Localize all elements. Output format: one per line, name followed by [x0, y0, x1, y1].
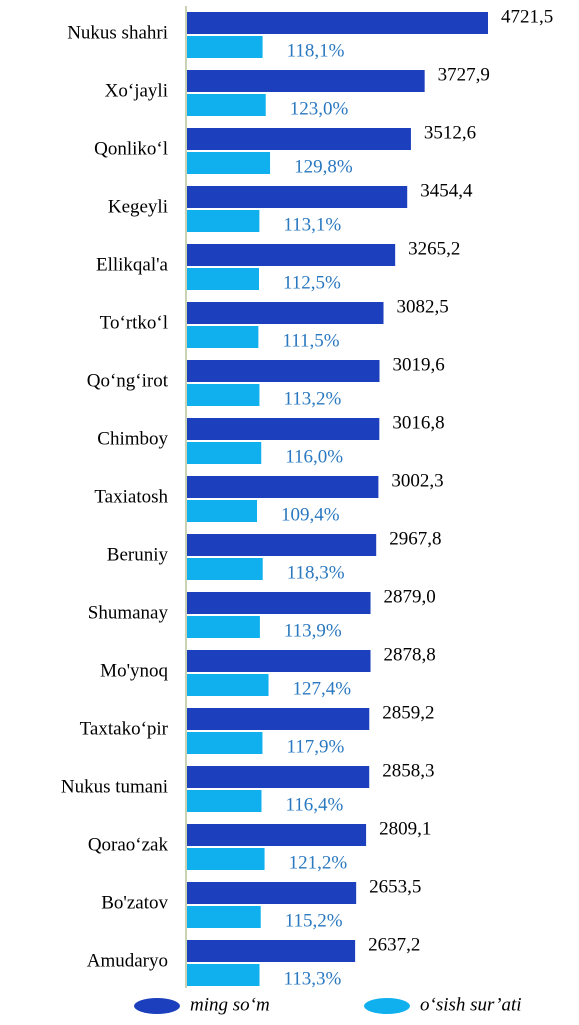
- bar: [187, 302, 384, 324]
- bar: [187, 128, 411, 150]
- bar: [187, 244, 396, 266]
- value-label: 113,3%: [284, 968, 342, 989]
- bar: [187, 848, 265, 870]
- bar: [187, 268, 259, 290]
- value-label: 2653,5: [369, 876, 421, 897]
- category-label: Qo‘ng‘irot: [87, 370, 169, 391]
- value-label: 3265,2: [408, 238, 460, 259]
- value-label: 117,9%: [286, 736, 344, 757]
- bar: [187, 12, 488, 34]
- value-label: 3019,6: [393, 354, 445, 375]
- value-label: 116,0%: [285, 446, 343, 467]
- value-label: 3512,6: [424, 122, 476, 143]
- bar: [187, 906, 261, 928]
- value-label: 113,1%: [283, 214, 341, 235]
- category-label: Qorao‘zak: [88, 834, 169, 855]
- legend-swatch: [134, 998, 180, 1014]
- bar: [187, 210, 260, 232]
- legend-swatch: [364, 998, 410, 1014]
- bar: [187, 616, 260, 638]
- category-label: Xo‘jayli: [105, 80, 168, 101]
- value-label: 2859,2: [382, 702, 434, 723]
- bar: [187, 36, 263, 58]
- value-label: 113,9%: [284, 620, 342, 641]
- bar: [187, 326, 259, 348]
- category-label: Shumanay: [88, 602, 169, 623]
- bar: [187, 940, 356, 962]
- value-label: 127,4%: [293, 678, 352, 699]
- bar: [187, 964, 260, 986]
- category-label: Nukus tumani: [61, 776, 168, 797]
- value-label: 116,4%: [285, 794, 343, 815]
- value-label: 115,2%: [285, 910, 343, 931]
- category-label: Qonliko‘l: [94, 138, 168, 159]
- category-label: Ellikqal'a: [96, 254, 169, 275]
- legend-label: o‘sish sur’ati: [420, 994, 522, 1015]
- value-label: 111,5%: [282, 330, 339, 351]
- bar: [187, 766, 370, 788]
- value-label: 118,3%: [287, 562, 345, 583]
- category-label: To‘rtko‘l: [100, 312, 168, 333]
- category-label: Taxtako‘pir: [80, 718, 169, 739]
- category-label: Amudaryo: [87, 950, 168, 971]
- category-label: Kegeyli: [108, 196, 168, 217]
- bar: [187, 476, 379, 498]
- value-label: 3016,8: [392, 412, 444, 433]
- legend-label: ming so‘m: [190, 994, 270, 1015]
- value-label: 2637,2: [368, 934, 420, 955]
- value-label: 113,2%: [283, 388, 341, 409]
- bar: [187, 558, 263, 580]
- bar: [187, 790, 262, 812]
- value-label: 118,1%: [287, 40, 345, 61]
- value-label: 2858,3: [382, 760, 434, 781]
- bar: [187, 534, 377, 556]
- bar: [187, 650, 371, 672]
- value-label: 109,4%: [281, 504, 340, 525]
- bar: [187, 442, 262, 464]
- bar: [187, 592, 371, 614]
- value-label: 2878,8: [384, 644, 436, 665]
- category-label: Beruniy: [107, 544, 169, 565]
- bar: [187, 186, 408, 208]
- bar: [187, 418, 380, 440]
- bar: [187, 732, 263, 754]
- value-label: 3727,9: [438, 64, 490, 85]
- bar: [187, 152, 271, 174]
- value-label: 4721,5: [501, 6, 553, 27]
- value-label: 2967,8: [389, 528, 441, 549]
- bar: [187, 384, 260, 406]
- value-label: 112,5%: [283, 272, 341, 293]
- bar: [187, 708, 370, 730]
- bar: [187, 94, 266, 116]
- category-label: Nukus shahri: [67, 22, 168, 43]
- value-label: 2809,1: [379, 818, 431, 839]
- bar: [187, 882, 357, 904]
- category-label: Chimboy: [97, 428, 168, 449]
- bar: [187, 674, 269, 696]
- bar: [187, 500, 258, 522]
- value-label: 3082,5: [397, 296, 449, 317]
- value-label: 121,2%: [289, 852, 348, 873]
- category-label: Bo'zatov: [101, 892, 168, 913]
- category-label: Taxiatosh: [94, 486, 168, 507]
- value-label: 3002,3: [391, 470, 443, 491]
- bar: [187, 360, 380, 382]
- bar: [187, 824, 367, 846]
- category-label: Mo'ynoq: [100, 660, 168, 681]
- bar: [187, 70, 425, 92]
- value-label: 3454,4: [420, 180, 473, 201]
- value-label: 123,0%: [290, 98, 349, 119]
- value-label: 129,8%: [294, 156, 353, 177]
- value-label: 2879,0: [384, 586, 436, 607]
